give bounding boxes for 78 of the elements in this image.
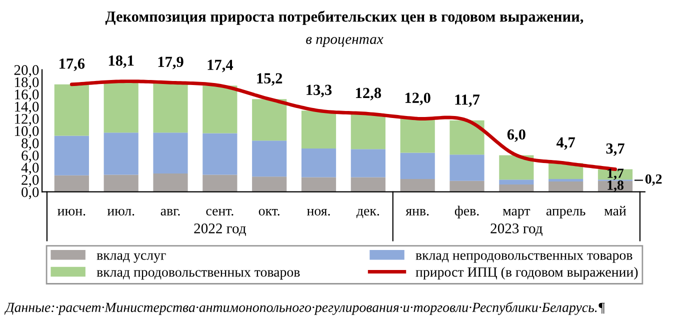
x-tick-label: янв. <box>406 209 429 216</box>
y-tick-label: 8,0 <box>22 138 39 150</box>
x-tick-label: дек. <box>356 208 379 218</box>
y-tick-label: 18,0 <box>15 77 39 90</box>
bar <box>450 120 484 155</box>
data-label: 17,4 <box>208 60 234 72</box>
x-tick-label: окт. <box>258 208 280 216</box>
y-tick-label: 4,0 <box>21 162 39 175</box>
data-label: 0,2 <box>645 174 662 186</box>
y-tick-label: 16,0 <box>15 90 39 102</box>
bar <box>104 132 138 175</box>
x-tick-label: фев. <box>454 206 479 218</box>
y-tick-label: 14,0 <box>15 102 39 114</box>
bar <box>252 99 287 141</box>
bar <box>301 177 336 192</box>
y-tick-label: 0,0 <box>22 187 39 200</box>
legend-label: вклад услуг <box>96 253 166 263</box>
x-tick-label: май <box>604 206 626 216</box>
bar <box>400 152 435 180</box>
bar <box>450 154 484 181</box>
data-label: 12,8 <box>356 88 382 100</box>
bar <box>350 149 386 178</box>
bar <box>350 114 386 150</box>
data-label: 3,7 <box>606 143 624 156</box>
bar <box>301 148 336 178</box>
bar <box>499 155 534 180</box>
y-tick-label: 6,0 <box>22 150 39 163</box>
data-label: 15,2 <box>257 73 282 86</box>
y-tick-label: 20,0 <box>14 65 39 78</box>
bar <box>54 84 89 136</box>
x-tick-label: ноя. <box>307 208 330 216</box>
bar <box>202 174 238 192</box>
bar <box>202 86 238 134</box>
data-label: 12,0 <box>405 92 430 106</box>
data-label: 1,8 <box>608 180 624 192</box>
bar <box>153 174 188 192</box>
x-tick-label: апрель <box>546 208 586 218</box>
bar <box>301 110 336 149</box>
legend-label: вклад продовольственных товаров <box>96 270 300 280</box>
x-tick-label: авг. <box>160 208 180 216</box>
bar <box>499 180 534 185</box>
data-label: 18,1 <box>108 55 134 68</box>
chart-subtitle: в процентах <box>306 36 384 47</box>
chart-title: Декомпозиция прироста потребительских цен в годовом выражении, <box>105 10 584 25</box>
y-tick-label: 12,0 <box>15 114 39 126</box>
bar <box>548 181 584 192</box>
legend-label: прирост ИПЦ (в годовом выражении) <box>416 266 638 280</box>
text: 2022 год <box>194 224 246 236</box>
bar <box>153 82 188 133</box>
bar <box>400 179 435 192</box>
bar <box>104 174 138 192</box>
x-tick-label: март <box>502 208 530 218</box>
bar <box>499 184 534 192</box>
bar <box>252 176 287 192</box>
bar <box>54 136 89 176</box>
x-tick-label: июн. <box>58 208 86 216</box>
data-label: 1,7 <box>608 168 624 180</box>
bar <box>350 177 386 192</box>
y-tick-label: 10,0 <box>15 126 39 138</box>
bar <box>104 81 138 133</box>
data-label: 11,7 <box>455 94 480 108</box>
bar <box>153 132 188 174</box>
data-label: 4,7 <box>556 137 576 150</box>
legend-label: вклад непродовольственных товаров <box>416 253 632 263</box>
bar <box>252 140 287 177</box>
bar <box>202 133 238 175</box>
x-tick-label: сент. <box>206 208 234 216</box>
data-label: 6,0 <box>507 129 526 142</box>
data-label: 17,9 <box>158 56 184 70</box>
bar <box>400 118 435 153</box>
bar <box>450 180 484 192</box>
text: Данные:·расчет·Министерства·антимонопольного·регулирования·и·торговли·Республики·Беларусь.¶ <box>4 302 605 315</box>
data-label: 13,3 <box>306 84 332 98</box>
bar <box>54 175 89 192</box>
text: 2023 год <box>490 224 542 236</box>
y-tick-label: 2,0 <box>22 175 39 187</box>
data-label: 17,6 <box>60 58 85 72</box>
x-tick-label: июл. <box>107 208 134 216</box>
